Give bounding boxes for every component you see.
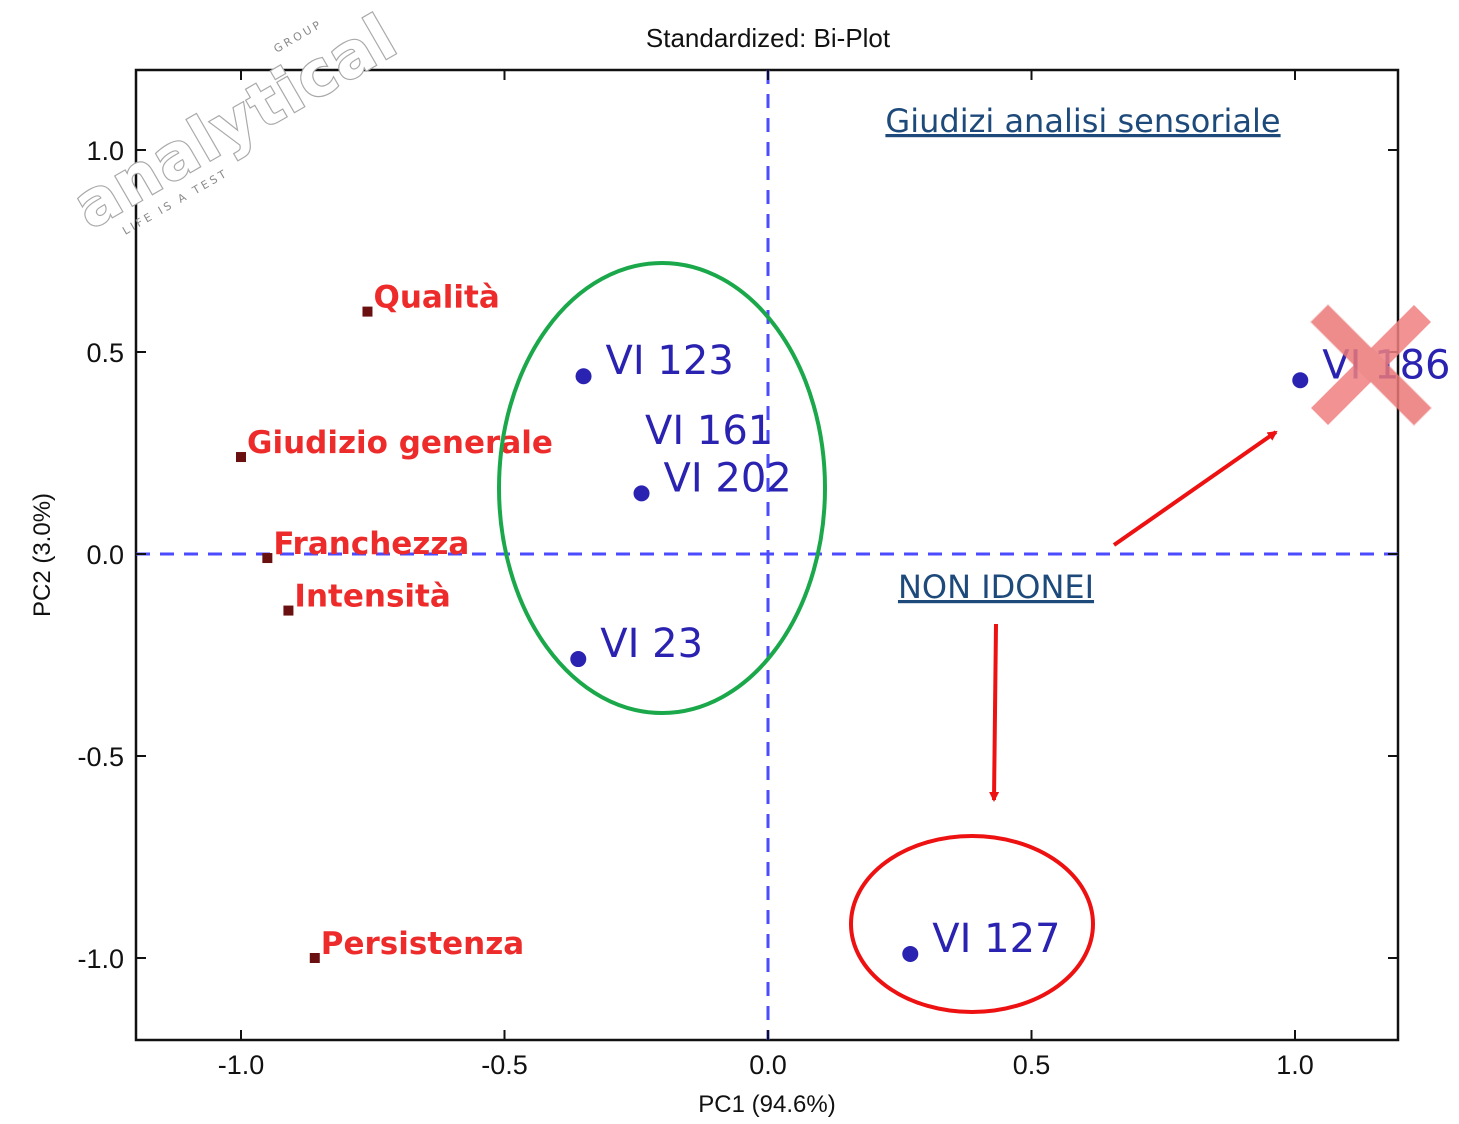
non-idonei-annotation: NON IDONEI — [898, 568, 1094, 606]
observation-point — [570, 651, 587, 668]
variable-marker — [309, 953, 320, 963]
rejected-sample-ellipse — [849, 834, 1095, 1014]
variable-marker — [283, 605, 294, 616]
x-axis-title: PC1 (94.6%) — [698, 1091, 835, 1118]
variable-marker — [236, 452, 246, 463]
x-tick-label: 1.0 — [1276, 1050, 1314, 1080]
y-tick-label: 0.0 — [86, 540, 124, 570]
observation-label: VI 123 — [606, 338, 734, 384]
observation-point — [633, 485, 650, 502]
variable-marker — [362, 306, 373, 317]
y-tick-label: 1.0 — [86, 136, 124, 166]
arrow-to-vi127 — [989, 623, 1000, 802]
observation-point — [1292, 372, 1309, 389]
x-tick-label: 0.5 — [1013, 1050, 1051, 1080]
y-axis-title: PC2 (3.0%) — [29, 493, 56, 617]
reject-cross-icon — [1309, 303, 1433, 427]
variable-label: Intensità — [294, 579, 450, 615]
x-tick-label: -0.5 — [481, 1050, 528, 1080]
observation-label: VI 161 — [645, 408, 773, 454]
chart-title: Standardized: Bi-Plot — [646, 23, 891, 53]
variable-label: Franchezza — [273, 526, 469, 562]
reference-lines — [136, 70, 1398, 1040]
y-tick-label: -1.0 — [77, 944, 124, 974]
variable-label: Persistenza — [321, 926, 524, 962]
variable-label: Giudizio generale — [247, 425, 553, 461]
tick-labels: -1.0 -0.5 0.0 0.5 1.0 -1.0 -0.5 0.0 0.5 1.0 — [77, 136, 1313, 1080]
observation-label: VI 23 — [600, 621, 703, 667]
variable-marker — [262, 553, 273, 564]
variable-label: Qualità — [373, 280, 499, 316]
x-tick-label: 0.0 — [749, 1050, 787, 1080]
arrow-to-vi186 — [1112, 430, 1278, 547]
heading-annotation: Giudizi analisi sensoriale — [885, 102, 1280, 140]
y-tick-label: 0.5 — [86, 338, 124, 368]
observation-point — [902, 945, 919, 962]
observation-label: VI 127 — [932, 916, 1060, 962]
acceptable-group-ellipse — [497, 261, 827, 715]
y-tick-label: -0.5 — [77, 742, 124, 772]
observation-point — [575, 368, 592, 385]
observation-label: VI 202 — [664, 455, 792, 501]
x-tick-label: -1.0 — [218, 1050, 265, 1080]
